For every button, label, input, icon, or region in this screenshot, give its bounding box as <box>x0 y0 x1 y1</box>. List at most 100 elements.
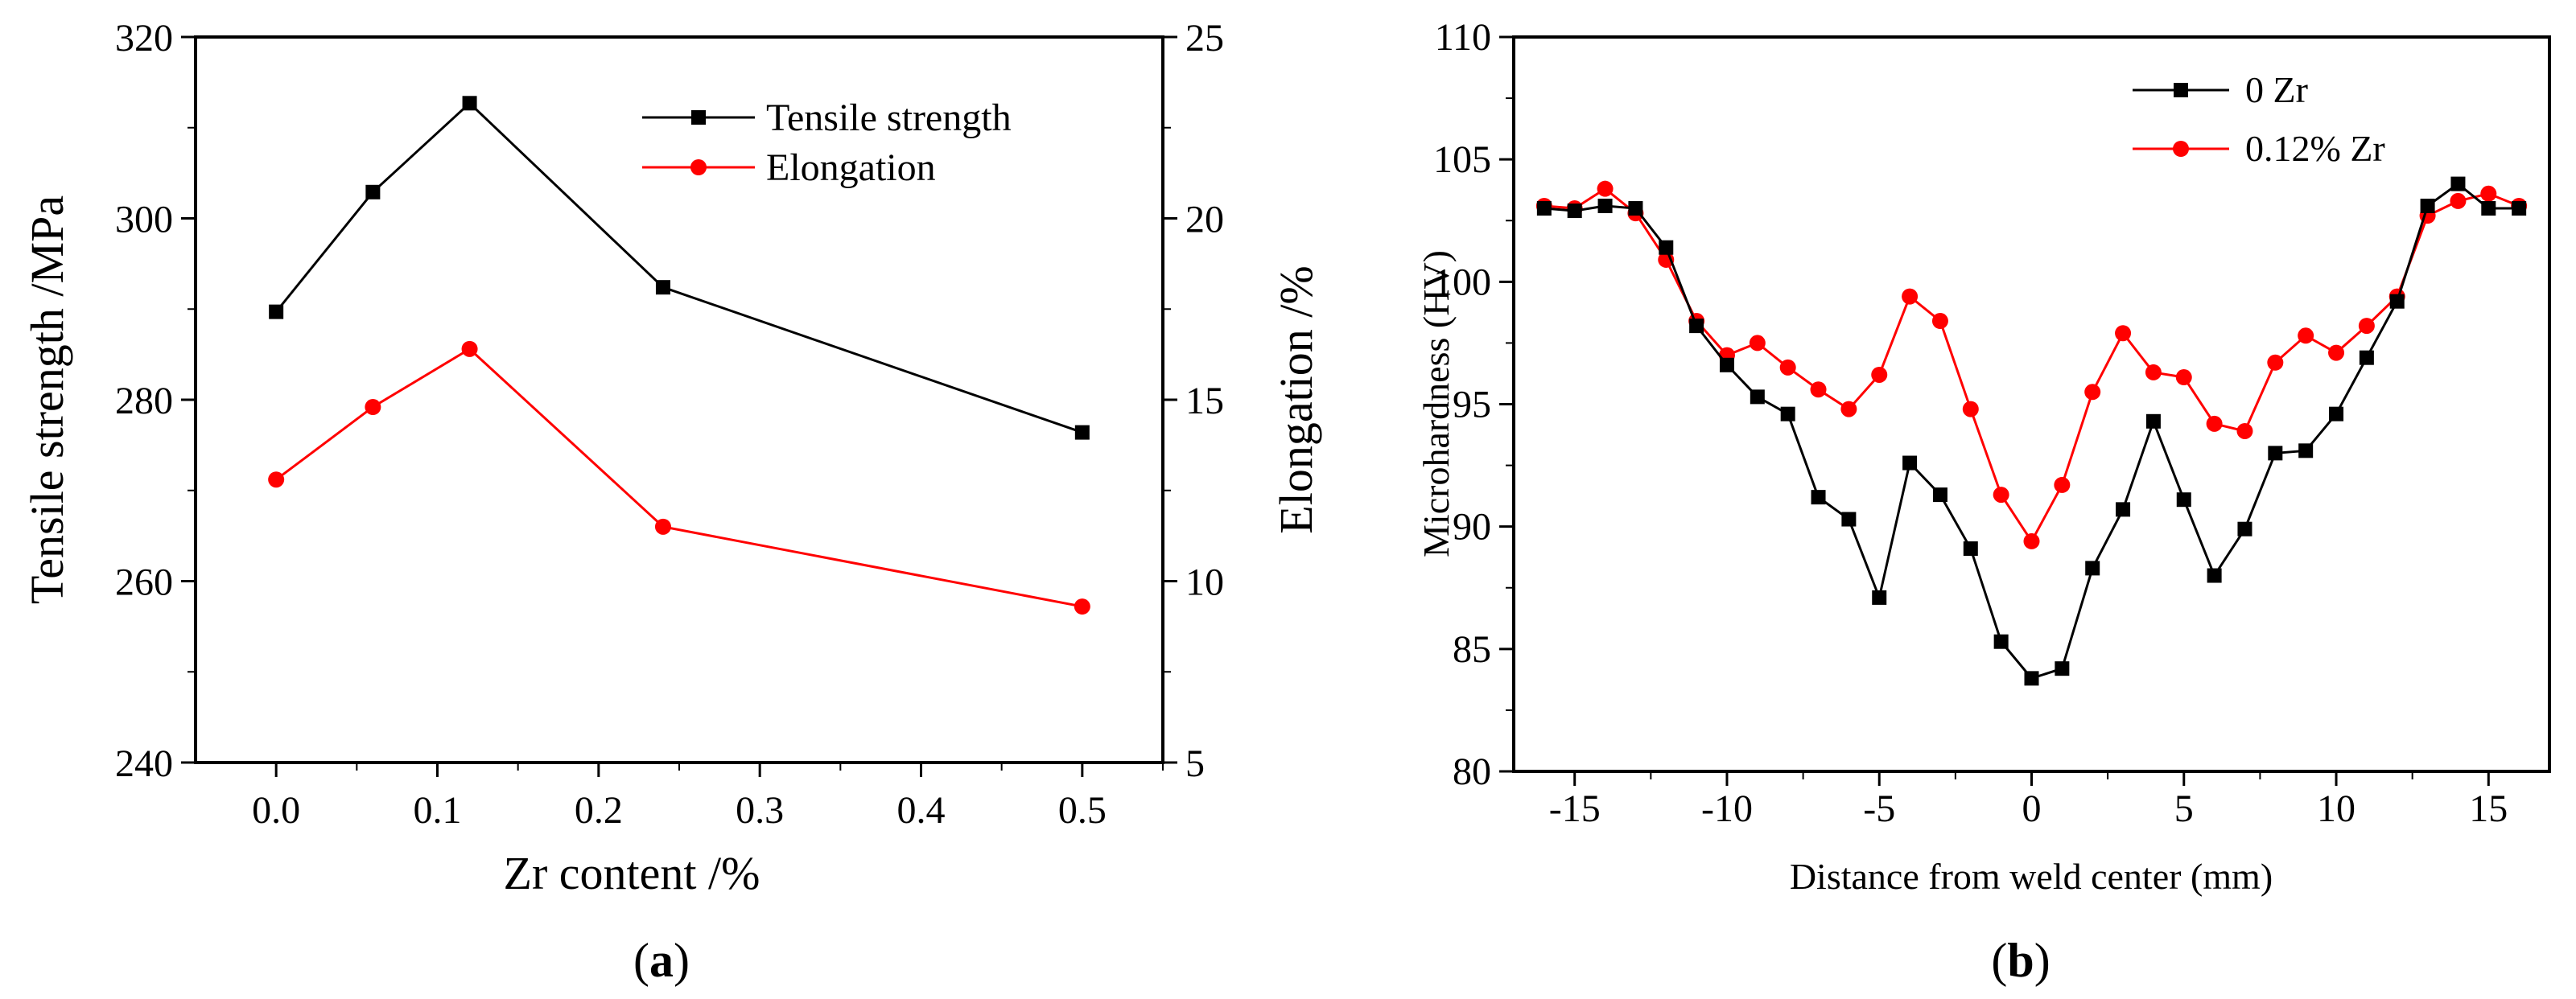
data-point-0-zr <box>2055 661 2070 676</box>
panel-b-y-tick-label: 95 <box>1453 384 1491 426</box>
data-point-0-12-zr <box>1962 401 1979 417</box>
data-point-0-zr <box>2450 176 2466 191</box>
data-point-0-zr <box>2085 561 2100 576</box>
data-point-tensile-strength <box>365 184 381 199</box>
panel-b-x-tick-label: -10 <box>1701 787 1753 830</box>
data-point-0-zr <box>2176 492 2191 508</box>
data-point-elongation <box>1074 598 1090 615</box>
data-point-0-zr <box>1932 487 1947 503</box>
data-point-0-zr <box>1963 541 1978 557</box>
panel-a-x-tick-label: 0.2 <box>575 789 623 832</box>
legend-marker-0zr <box>2174 83 2188 97</box>
panel-b-legend: 0 Zr 0.12% Zr <box>2133 69 2385 169</box>
panel-a-plot-frame <box>194 35 1164 764</box>
panel-a-caption-letter: a <box>649 934 674 987</box>
panel-a-ticks <box>181 35 1177 777</box>
data-point-0-zr <box>1689 319 1704 334</box>
data-point-0-12-zr <box>2298 327 2314 344</box>
data-point-0-zr <box>1628 201 1643 216</box>
panel-a-caption-close: ) <box>674 934 690 987</box>
data-point-0-12-zr <box>2206 415 2223 432</box>
data-point-0-zr <box>2268 446 2283 461</box>
panel-b-x-tick-label: -15 <box>1549 787 1601 830</box>
data-point-0-12-zr <box>2358 318 2375 335</box>
data-point-0-12-zr <box>1810 381 1827 398</box>
data-point-0-zr <box>1750 389 1765 405</box>
data-point-0-12-zr <box>1840 401 1857 417</box>
panel-b-ticks <box>1499 35 2490 786</box>
panel-a-y-right-tick-label: 5 <box>1185 742 1205 785</box>
legend-marker-tensile <box>691 110 706 125</box>
panel-b-y-axis-label: Microhardness (HV) <box>1416 250 1457 557</box>
panel-b-caption-close: ) <box>2034 934 2050 987</box>
data-point-0-12-zr <box>2023 532 2040 549</box>
data-point-tensile-strength <box>462 96 477 111</box>
series-line-tensile-strength <box>274 101 1083 434</box>
data-point-0-zr <box>1993 634 2009 649</box>
series-line-elongation <box>275 347 1083 608</box>
data-point-0-12-zr <box>1871 366 1888 383</box>
data-point-elongation <box>365 399 381 416</box>
panel-a-y-axis-left-label: Tensile strength /MPa <box>21 195 73 604</box>
data-point-0-zr <box>1841 512 1857 527</box>
panel-a-x-tick-label: 0.1 <box>414 789 462 832</box>
data-point-0-12-zr <box>2236 422 2253 439</box>
data-point-0-12-zr <box>1993 487 2009 504</box>
panel-a-tick-labels: 0.0 0.1 0.2 0.3 0.4 0.5 240 260 280 300 320 5 10 15 20… <box>115 17 1224 832</box>
panel-b-tick-labels: -15 -10 -5 0 5 10 15 80 85 90 95 100 105 110 <box>1433 16 2508 830</box>
panel-b-caption-open: ( <box>1991 934 2007 987</box>
panel-b-x-tick-label: 5 <box>2174 787 2194 830</box>
panel-a-y-right-tick-label: 20 <box>1185 199 1224 241</box>
panel-a-caption-open: ( <box>633 934 649 987</box>
data-point-tensile-strength <box>269 304 284 319</box>
data-point-0-zr <box>1780 406 1795 421</box>
data-point-0-12-zr <box>2328 344 2345 361</box>
data-point-0-zr <box>2116 502 2131 517</box>
data-point-0-zr <box>2512 201 2527 216</box>
panel-b-x-tick-label: 15 <box>2469 787 2508 830</box>
panel-a-x-tick-label: 0.3 <box>736 789 784 832</box>
panel-a-y-right-tick-label: 15 <box>1185 380 1224 422</box>
panel-a-y-left-tick-label: 240 <box>115 742 173 785</box>
data-point-0-zr <box>2329 406 2344 421</box>
data-point-0-12-zr <box>2175 369 2192 386</box>
legend-label-elongation: Elongation <box>766 146 936 189</box>
panel-b: -15 -10 -5 0 5 10 15 80 85 90 95 100 105 110 Distance… <box>1416 16 2551 987</box>
data-point-0-zr <box>2481 201 2496 216</box>
data-point-0-12-zr <box>1749 335 1766 352</box>
data-point-0-zr <box>2237 521 2252 536</box>
data-point-tensile-strength <box>1074 425 1090 440</box>
data-point-0-12-zr <box>2450 192 2467 209</box>
data-point-0-zr <box>1659 240 1674 255</box>
data-point-0-12-zr <box>1902 288 1919 305</box>
data-point-tensile-strength <box>655 280 670 295</box>
series-line-0-12-zr <box>1544 187 2520 544</box>
data-point-0-zr <box>2024 671 2039 686</box>
panel-a-y-left-tick-label: 280 <box>115 380 173 422</box>
panel-b-series <box>1535 176 2528 686</box>
panel-a-x-tick-label: 0.0 <box>252 789 300 832</box>
legend-label-tensile: Tensile strength <box>766 97 1012 139</box>
panel-a-series <box>268 96 1090 615</box>
panel-a-y-right-tick-label: 25 <box>1185 17 1224 60</box>
panel-a-y-left-tick-label: 260 <box>115 561 173 604</box>
panel-a-x-axis-label: Zr content /% <box>504 847 760 899</box>
data-point-0-zr <box>2298 443 2314 458</box>
panel-b-x-tick-label: 0 <box>2022 787 2042 830</box>
panel-b-x-tick-label: -5 <box>1863 787 1895 830</box>
data-point-0-12-zr <box>2054 476 2071 493</box>
panel-a-legend: Tensile strength Elongation <box>642 97 1012 189</box>
panel-b-y-tick-label: 100 <box>1433 261 1491 303</box>
panel-a-x-tick-label: 0.4 <box>897 789 946 832</box>
panel-a-y-left-tick-label: 320 <box>115 17 173 60</box>
legend-label-0zr: 0 Zr <box>2245 69 2308 110</box>
panel-a-x-tick-label: 0.5 <box>1058 789 1107 832</box>
panel-a: 0.0 0.1 0.2 0.3 0.4 0.5 240 260 280 300 320 5 10 15 20… <box>21 17 1322 987</box>
data-point-0-zr <box>2420 198 2435 213</box>
panel-a-y-left-tick-label: 300 <box>115 199 173 241</box>
data-point-0-zr <box>1536 201 1552 216</box>
panel-b-caption: (b) <box>1991 934 2050 987</box>
data-point-elongation <box>461 340 478 357</box>
series-line-0-zr <box>1544 182 2520 680</box>
data-point-0-12-zr <box>2115 325 2132 342</box>
